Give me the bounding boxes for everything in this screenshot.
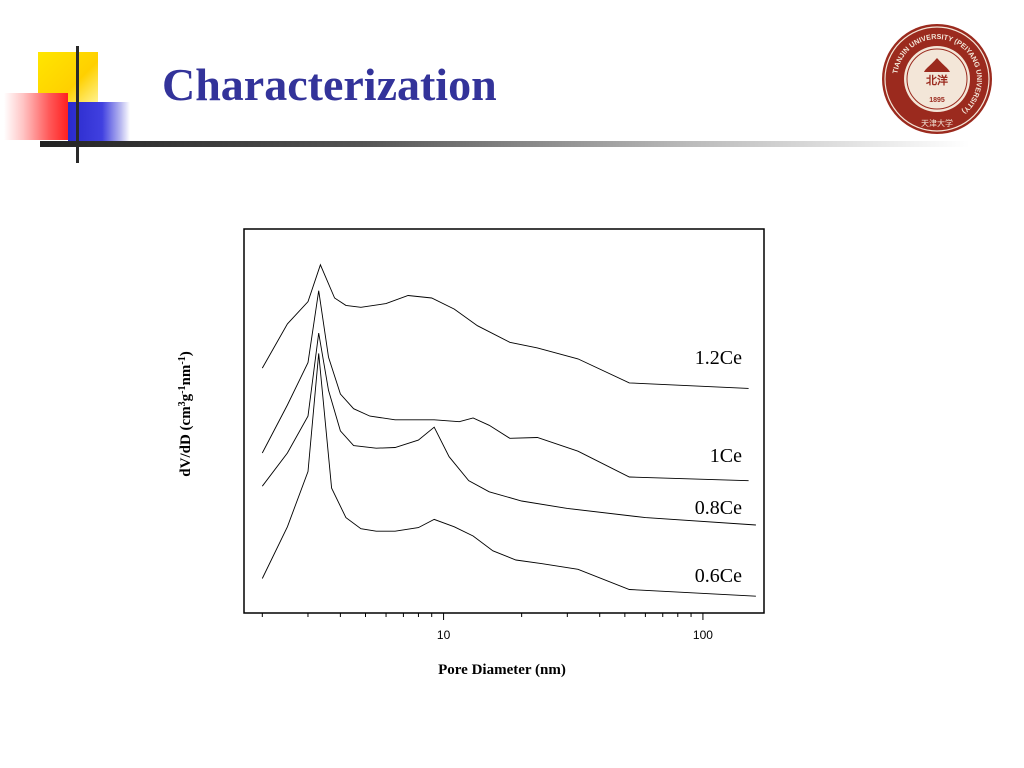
university-seal-icon: TIANJIN UNIVERSITY (PEIYANG UNIVERSITY) … xyxy=(882,24,992,134)
seal-year: 1895 xyxy=(929,97,945,104)
x-minor-ticks xyxy=(261,613,692,617)
plot-frame xyxy=(243,228,765,614)
series-label: 0.6Ce xyxy=(695,565,742,587)
series-labels: 1.2Ce 1Ce 0.8Ce 0.6Ce xyxy=(695,347,742,587)
series-label: 0.8Ce xyxy=(695,497,742,519)
y-axis-title-part: ) xyxy=(178,351,194,356)
x-tick-label: 100 xyxy=(693,628,713,642)
series-label: 1.2Ce xyxy=(695,347,742,369)
y-axis-title-sup: 3 xyxy=(177,401,188,406)
series-group xyxy=(261,263,756,597)
y-axis-title: dV/dD (cm3g-1nm-1) xyxy=(177,351,195,476)
y-axis-title-part: g xyxy=(178,393,194,401)
seal-inner-line xyxy=(906,48,968,110)
y-axis-title-part: dV/dD (cm xyxy=(178,406,194,477)
seal-emblem-roof xyxy=(924,58,950,72)
series-line-08ce xyxy=(261,333,756,526)
decor-red-square xyxy=(4,93,68,140)
series-line-06ce xyxy=(261,353,756,597)
page-title: Characterization xyxy=(162,59,497,110)
seal-bottom-text: 天津大学 xyxy=(921,118,953,128)
title-underline xyxy=(40,141,970,147)
y-axis-title-part: nm xyxy=(178,364,194,385)
decor-vertical-line xyxy=(76,46,79,163)
seal-ring-line xyxy=(884,26,990,132)
x-tick-label: 10 xyxy=(437,628,451,642)
x-axis-title: Pore Diameter (nm) xyxy=(438,662,566,678)
series-line-1ce xyxy=(261,290,749,482)
seal-inner-text: 北洋 xyxy=(926,73,948,87)
y-axis-title-sup: -1 xyxy=(177,356,188,364)
seal-inner-disc xyxy=(904,46,970,112)
series-label: 1Ce xyxy=(710,445,742,467)
y-axis-title-sup: -1 xyxy=(177,385,188,393)
x-major-ticks: 10 100 xyxy=(437,613,713,642)
series-line-12ce xyxy=(261,263,749,389)
